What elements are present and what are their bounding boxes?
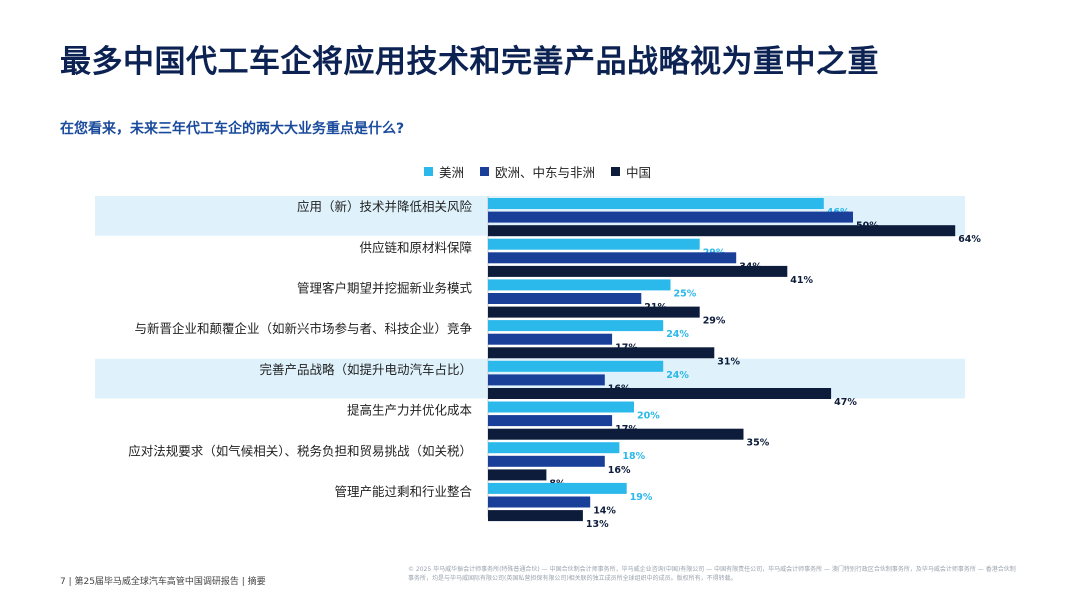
category-label: 供应链和原材料保障 <box>359 240 472 255</box>
bar-china <box>488 469 547 481</box>
page-title: 最多中国代工车企将应用技术和完善产品战略视为重中之重 <box>60 44 879 80</box>
legend-item-china: 中国 <box>611 162 651 181</box>
bar-americas <box>488 482 627 494</box>
category-label: 应对法规要求（如气候相关）、税务负担和贸易挑战（如关税） <box>128 443 472 458</box>
data-label-china: 64% <box>958 234 981 245</box>
legend-label-americas: 美洲 <box>439 164 465 180</box>
footer-page-label: 7 | 第25届毕马威全球汽车高管中国调研报告 | 摘要 <box>60 577 266 587</box>
bar-emea <box>488 252 737 264</box>
legend-swatch-emea <box>480 166 490 176</box>
bar-americas <box>488 198 824 209</box>
legend-item-emea: 欧洲、中东与非洲 <box>480 162 595 181</box>
bar-americas <box>488 442 620 454</box>
data-label-china: 41% <box>790 275 813 286</box>
bar-china <box>488 428 744 440</box>
bar-china <box>488 306 700 318</box>
data-label-americas: 20% <box>637 411 660 422</box>
category-label: 与新晋企业和颠覆企业（如新兴市场参与者、科技企业）竞争 <box>134 321 472 336</box>
category-label: 应用（新）技术并降低相关风险 <box>297 199 473 214</box>
bar-emea <box>488 496 591 508</box>
data-label-emea: 16% <box>608 465 631 476</box>
bar-emea <box>488 293 642 304</box>
data-label-china: 13% <box>586 519 609 530</box>
bar-china <box>488 225 956 237</box>
legend-label-emea: 欧洲、中东与非洲 <box>495 164 596 180</box>
data-label-china: 31% <box>717 356 740 367</box>
legend-swatch-china <box>611 166 621 176</box>
data-label-emea: 14% <box>593 506 616 517</box>
category-label: 管理客户期望并挖掘新业务模式 <box>297 281 473 296</box>
bar-americas <box>488 360 664 372</box>
bar-china <box>488 510 583 522</box>
bar-americas <box>488 279 671 291</box>
bar-emea <box>488 455 605 467</box>
bar-china <box>488 388 832 399</box>
bar-americas <box>488 320 664 332</box>
chart-legend: 美洲 欧洲、中东与非洲 中国 <box>424 162 651 180</box>
bar-americas <box>488 238 700 250</box>
data-label-china: 29% <box>703 316 726 327</box>
data-label-china: 35% <box>747 438 770 449</box>
data-label-china: 47% <box>834 397 857 408</box>
bar-americas <box>488 401 634 413</box>
data-label-americas: 19% <box>630 492 653 503</box>
category-label: 完善产品战略（如提升电动汽车占比） <box>259 362 472 377</box>
category-label: 管理产能过剩和行业整合 <box>334 484 472 499</box>
bar-china <box>488 347 715 359</box>
survey-question: 在您看来，未来三年代工车企的两大大业务重点是什么? <box>60 121 405 137</box>
legend-swatch-americas <box>424 166 433 176</box>
bar-chart: 应用（新）技术并降低相关风险46%50%64%供应链和原材料保障29%34%41… <box>95 196 981 530</box>
bar-china <box>488 265 788 277</box>
bar-emea <box>488 415 613 427</box>
data-label-americas: 25% <box>674 288 697 299</box>
legend-label-china: 中国 <box>626 164 652 180</box>
footer-disclaimer: © 2025 毕马威华振会计师事务所(特殊普通合伙) — 中国合伙制会计师事务所… <box>408 566 1016 582</box>
bar-emea <box>488 333 613 345</box>
legend-item-americas: 美洲 <box>424 162 464 181</box>
data-label-americas: 24% <box>666 370 689 381</box>
data-label-americas: 24% <box>666 329 689 340</box>
data-label-americas: 18% <box>622 451 645 462</box>
category-label: 提高生产力并优化成本 <box>347 403 473 418</box>
bar-emea <box>488 211 853 223</box>
bar-emea <box>488 374 605 386</box>
